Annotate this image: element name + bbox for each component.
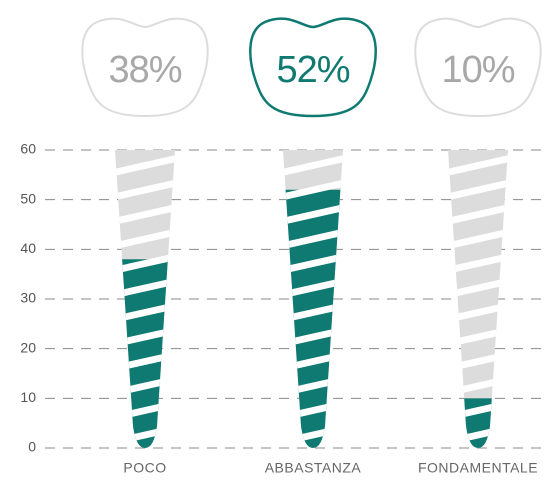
y-tick-label: 0: [28, 439, 36, 455]
x-tick-label: ABBASTANZA: [265, 460, 362, 476]
chart: 0 10 20 30 40 50 60 38% POCO 52% ABBASTANZA 10% FOND…: [0, 0, 557, 484]
value-label: 10%: [441, 49, 514, 91]
x-tick-label: POCO: [123, 460, 166, 476]
implant: [273, 150, 353, 472]
bar: [438, 398, 518, 448]
y-tick-label: 20: [20, 339, 36, 355]
value-label: 52%: [276, 49, 349, 91]
y-tick-label: 30: [20, 290, 36, 306]
implant: [105, 150, 185, 472]
y-tick-label: 40: [20, 240, 36, 256]
value-label: 38%: [108, 49, 181, 91]
y-tick-label: 60: [20, 141, 36, 157]
y-tick-label: 10: [20, 389, 36, 405]
x-tick-label: FONDAMENTALE: [418, 460, 538, 476]
implant: [438, 150, 518, 472]
y-tick-label: 50: [20, 190, 36, 206]
